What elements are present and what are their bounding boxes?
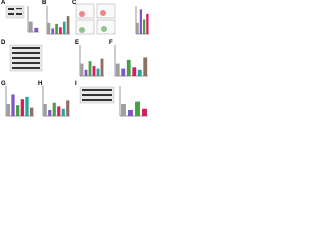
bar	[52, 102, 56, 116]
panel-label: I	[75, 81, 77, 87]
bar	[43, 104, 47, 116]
bar	[84, 69, 88, 76]
blot-a	[5, 5, 25, 19]
bar	[57, 106, 61, 116]
bar	[34, 27, 39, 32]
bar	[61, 108, 65, 116]
bar	[136, 22, 139, 34]
bar	[30, 107, 34, 116]
panel-label: C	[72, 0, 77, 6]
panel-label: H	[38, 81, 42, 87]
bar	[137, 69, 142, 76]
blot-d	[9, 44, 43, 72]
bar	[48, 110, 52, 116]
flow-plots	[75, 3, 116, 35]
bar	[28, 21, 33, 32]
bar	[92, 66, 96, 76]
bar	[142, 19, 146, 34]
bar	[59, 27, 62, 34]
bar	[115, 63, 120, 76]
bar	[126, 59, 131, 76]
bar	[55, 23, 58, 34]
bar	[128, 110, 133, 116]
bar	[62, 21, 66, 34]
panel-label: F	[109, 40, 113, 46]
panel-label: D	[1, 40, 6, 46]
bar	[146, 13, 149, 34]
bar	[11, 94, 15, 116]
bar	[47, 22, 51, 34]
bar	[20, 99, 24, 116]
bar	[139, 9, 143, 34]
panel-label: E	[75, 40, 79, 46]
bar	[142, 108, 147, 116]
bar	[121, 104, 126, 116]
bar	[143, 57, 148, 76]
bar	[25, 96, 29, 116]
bar	[100, 58, 104, 76]
bar	[6, 104, 10, 116]
figure: A B C D E F G H I	[1, 0, 149, 117]
blot-i	[79, 86, 115, 104]
bar	[88, 61, 92, 76]
bar	[96, 68, 100, 76]
bar	[121, 68, 126, 76]
bar	[132, 67, 137, 76]
panel-label: G	[1, 81, 6, 87]
bar	[66, 100, 70, 116]
bar	[51, 28, 55, 34]
panel-label: A	[1, 0, 6, 6]
bar	[80, 63, 84, 76]
bar	[16, 105, 20, 116]
panel-label: B	[42, 0, 47, 6]
bar	[135, 101, 140, 116]
bar	[66, 16, 70, 34]
